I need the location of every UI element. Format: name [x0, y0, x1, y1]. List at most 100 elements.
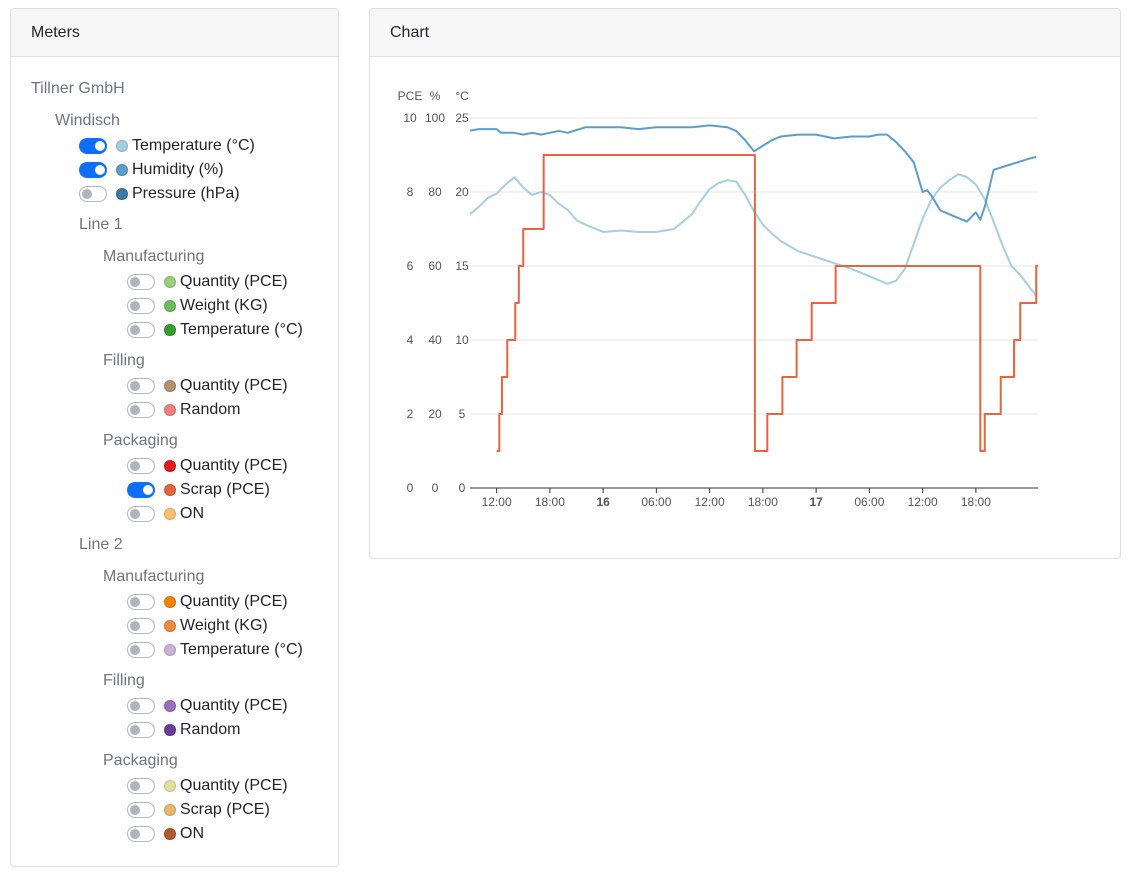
toggle-knob	[130, 621, 140, 631]
meters-panel: Meters Tillner GmbH Windisch Temperature (…	[10, 8, 339, 867]
chart-panel-title: Chart	[370, 9, 1120, 57]
line1-filling-meter-1-label: Random	[180, 401, 241, 418]
line1-filling-label: Filling	[103, 352, 145, 369]
line1-label: Line 1	[79, 216, 123, 233]
line1-manufacturing-meter-0-toggle[interactable]	[127, 274, 155, 290]
line2-filling-meter-1-label: Random	[180, 721, 241, 738]
line2-manufacturing-meter-0-row: Quantity (PCE)	[127, 592, 288, 612]
toggle-knob	[130, 509, 140, 519]
y-tick-label: 100	[425, 111, 445, 125]
line2-filling-meter-1-toggle[interactable]	[127, 722, 155, 738]
x-tick-label: 12:00	[695, 495, 725, 509]
line2-manufacturing-meter-2-label: Temperature (°C)	[180, 641, 303, 658]
line2-filling-meter-0-toggle[interactable]	[127, 698, 155, 714]
y-tick-label: 0	[432, 481, 439, 495]
y-tick-label: 0	[407, 481, 414, 495]
x-tick-label: 18:00	[961, 495, 991, 509]
series-color-dot	[164, 700, 176, 712]
site-meter-0-toggle[interactable]	[79, 138, 107, 154]
series-color-dot	[164, 460, 176, 472]
series-color-dot	[164, 324, 176, 336]
line2-filling-meter-0-row: Quantity (PCE)	[127, 696, 288, 716]
site-meter-1-toggle[interactable]	[79, 162, 107, 178]
y-axis-title: %	[430, 89, 441, 103]
line1-manufacturing-meter-1-toggle[interactable]	[127, 298, 155, 314]
toggle-knob	[130, 405, 140, 415]
line1-filling-meter-1-row: Random	[127, 400, 240, 420]
line2-packaging-label: Packaging	[103, 752, 178, 769]
chart: PCE 0 2 4 6 8 10% 0 20 40 60 80 100 °C 0 5 10 15 20 25 12:00…	[398, 89, 1038, 509]
series-color-dot	[164, 828, 176, 840]
x-tick-label: 17	[809, 495, 823, 509]
site-meter-1-label: Humidity (%)	[132, 161, 224, 178]
line2-manufacturing-meter-0-toggle[interactable]	[127, 594, 155, 610]
line2-filling-meter-0-label: Quantity (PCE)	[180, 697, 288, 714]
y-axis-title: °C	[455, 89, 469, 103]
toggle-knob	[130, 277, 140, 287]
toggle-knob	[130, 381, 140, 391]
y-tick-label: 2	[407, 407, 414, 421]
line1-packaging-meter-2-row: ON	[127, 504, 204, 524]
toggle-knob	[95, 165, 105, 175]
line1-packaging-label: Packaging	[103, 432, 178, 449]
series-line-2	[496, 154, 1038, 452]
line1-manufacturing-meter-2-label: Temperature (°C)	[180, 321, 303, 338]
line2-manufacturing-meter-0-label: Quantity (PCE)	[180, 593, 288, 610]
x-tick-label: 06:00	[854, 495, 884, 509]
line2-packaging-meter-1-toggle[interactable]	[127, 802, 155, 818]
y-tick-label: 5	[459, 407, 466, 421]
company-label: Tillner GmbH	[31, 80, 125, 97]
site-meter-1-row: Humidity (%)	[79, 160, 224, 180]
series-color-dot	[164, 380, 176, 392]
series-color-dot	[164, 508, 176, 520]
line2-packaging-meter-0-toggle[interactable]	[127, 778, 155, 794]
x-tick-label: 12:00	[908, 495, 938, 509]
toggle-knob	[130, 701, 140, 711]
line2-manufacturing-meter-2-toggle[interactable]	[127, 642, 155, 658]
site-meter-0-row: Temperature (°C)	[79, 136, 255, 156]
x-tick-label: 16	[596, 495, 610, 509]
line1-filling-meter-0-toggle[interactable]	[127, 378, 155, 394]
site-meter-2-row: Pressure (hPa)	[79, 184, 240, 204]
y-tick-label: 20	[428, 407, 442, 421]
line1-filling-meter-1-toggle[interactable]	[127, 402, 155, 418]
y-tick-label: 6	[407, 259, 414, 273]
line1-manufacturing-meter-0-row: Quantity (PCE)	[127, 272, 288, 292]
line2-manufacturing-meter-1-toggle[interactable]	[127, 618, 155, 634]
line2-filling-meter-1-row: Random	[127, 720, 240, 740]
x-tick-label: 12:00	[482, 495, 512, 509]
line1-manufacturing-meter-0-label: Quantity (PCE)	[180, 273, 288, 290]
line1-packaging-meter-1-toggle[interactable]	[127, 482, 155, 498]
line1-packaging-meter-0-label: Quantity (PCE)	[180, 457, 288, 474]
line1-packaging-meter-0-row: Quantity (PCE)	[127, 456, 288, 476]
series-color-dot	[116, 164, 128, 176]
series-color-dot	[116, 140, 128, 152]
y-tick-label: 25	[455, 111, 469, 125]
line1-packaging-meter-2-toggle[interactable]	[127, 506, 155, 522]
line2-manufacturing-meter-1-label: Weight (KG)	[180, 617, 268, 634]
line1-packaging-meter-1-label: Scrap (PCE)	[180, 481, 270, 498]
line2-packaging-meter-0-row: Quantity (PCE)	[127, 776, 288, 796]
toggle-knob	[130, 597, 140, 607]
line2-manufacturing-label: Manufacturing	[103, 568, 205, 585]
line1-filling-meter-0-label: Quantity (PCE)	[180, 377, 288, 394]
series-color-dot	[164, 780, 176, 792]
series-color-dot	[164, 276, 176, 288]
line1-packaging-meter-0-toggle[interactable]	[127, 458, 155, 474]
series-color-dot	[164, 300, 176, 312]
series-line-1	[469, 124, 1037, 223]
toggle-knob	[130, 301, 140, 311]
toggle-knob	[130, 461, 140, 471]
line1-filling-meter-0-row: Quantity (PCE)	[127, 376, 288, 396]
x-tick-label: 18:00	[535, 495, 565, 509]
series-color-dot	[164, 644, 176, 656]
toggle-knob	[143, 485, 153, 495]
line1-manufacturing-meter-2-toggle[interactable]	[127, 322, 155, 338]
site-meter-2-toggle[interactable]	[79, 186, 107, 202]
series-color-dot	[164, 404, 176, 416]
x-tick-label: 18:00	[748, 495, 778, 509]
site-meter-0-label: Temperature (°C)	[132, 137, 255, 154]
line2-packaging-meter-2-toggle[interactable]	[127, 826, 155, 842]
y-tick-label: 10	[455, 333, 469, 347]
toggle-knob	[130, 829, 140, 839]
